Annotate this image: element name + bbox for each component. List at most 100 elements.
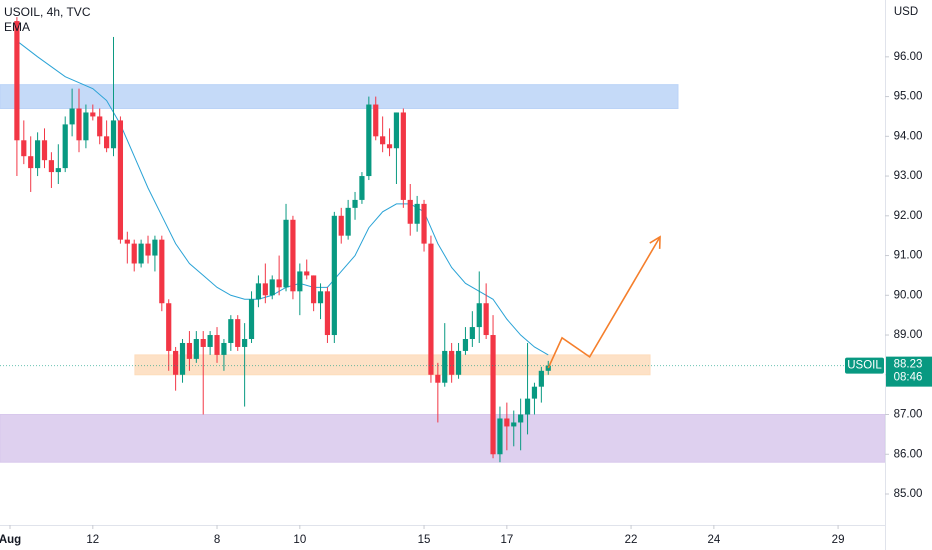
candle-body — [104, 136, 110, 149]
symbol-label: USOIL — [847, 360, 882, 372]
candle-body — [83, 112, 89, 141]
candle-body — [138, 243, 144, 264]
y-tick-label: 87.00 — [894, 409, 923, 421]
candle-body — [462, 339, 469, 351]
zone — [134, 354, 651, 376]
candle-body — [69, 108, 75, 125]
zone — [0, 84, 679, 109]
candle-body — [352, 199, 358, 208]
candle-body — [214, 335, 220, 355]
y-tick-label: 90.00 — [894, 289, 923, 301]
y-tick-label: 85.00 — [894, 488, 923, 500]
candle-body — [117, 120, 124, 240]
candle-body — [35, 140, 41, 169]
candle-body — [407, 199, 413, 224]
candle-body — [414, 203, 420, 224]
candle-body — [21, 140, 27, 157]
candle-body — [276, 279, 282, 288]
candle-body — [455, 350, 462, 375]
candle-body — [449, 350, 455, 375]
candle-body — [131, 243, 137, 264]
candle-body — [14, 21, 20, 141]
candle-body — [511, 422, 517, 427]
candle-body — [124, 239, 130, 244]
x-tick-label: 29 — [832, 534, 845, 546]
candle-body — [269, 279, 275, 296]
y-tick-label: 96.00 — [894, 51, 923, 63]
projection-arrowhead — [649, 235, 661, 249]
candle-body — [48, 160, 55, 173]
candle-body — [55, 168, 61, 173]
x-tick-label: 8 — [214, 534, 220, 546]
candle-body — [524, 398, 531, 415]
candle-body — [497, 418, 503, 455]
candle-body — [173, 350, 179, 375]
x-tick-label: Aug — [0, 534, 21, 546]
candle-body — [483, 303, 489, 336]
countdown-label: 08:46 — [894, 372, 923, 384]
candle-body — [179, 342, 186, 375]
candle-body — [380, 136, 386, 145]
chart-title: USOIL, 4h, TVC — [4, 5, 91, 19]
candle-body — [297, 271, 303, 292]
candle-body — [193, 339, 199, 359]
candle-body — [504, 418, 510, 427]
last-price-label: 88.23 — [894, 359, 923, 371]
candle-body — [90, 112, 96, 117]
candle-body — [186, 342, 193, 359]
candle-body — [262, 283, 268, 296]
candle-body — [221, 342, 227, 355]
currency-label: USD — [894, 6, 918, 18]
candle-body — [317, 291, 324, 304]
candle-body — [62, 124, 68, 169]
candle-body — [490, 335, 496, 455]
candle-body — [442, 350, 448, 383]
candle-body — [311, 275, 317, 304]
candle-body — [290, 219, 296, 292]
candle-body — [166, 303, 172, 351]
price-badge — [886, 356, 932, 387]
candle-body — [386, 144, 393, 149]
x-tick-label: 17 — [500, 534, 513, 546]
indicator-label: EMA — [4, 20, 30, 34]
candle-body — [97, 116, 103, 137]
candle-body — [435, 374, 441, 383]
y-tick-label: 92.00 — [894, 210, 923, 222]
y-tick-label: 95.00 — [894, 91, 923, 103]
plot-area — [0, 17, 886, 463]
x-tick-label: 24 — [707, 534, 720, 546]
candle-body — [200, 339, 206, 347]
candle-body — [228, 319, 234, 343]
y-tick-label: 94.00 — [894, 130, 923, 142]
candle-body — [145, 243, 151, 256]
y-tick-label: 93.00 — [894, 170, 923, 182]
candle-body — [152, 239, 158, 256]
candle-body — [324, 291, 331, 336]
candle-body — [338, 215, 344, 236]
zone — [0, 414, 886, 463]
candle-body — [518, 414, 524, 423]
candle-body — [255, 283, 262, 300]
candle-body — [538, 370, 544, 387]
candle-body — [283, 219, 289, 288]
candle-body — [421, 203, 427, 244]
candle-body — [304, 271, 310, 276]
candle-body — [159, 239, 165, 304]
symbol-badge — [845, 357, 884, 374]
x-tick-label: 15 — [418, 534, 431, 546]
candle-body — [41, 140, 48, 161]
candle-body — [331, 215, 337, 336]
candle-body — [393, 112, 400, 149]
y-tick-label: 89.00 — [894, 329, 923, 341]
candle-body — [110, 120, 117, 149]
candle-body — [248, 299, 255, 340]
candle-body — [400, 112, 406, 200]
y-tick-label: 91.00 — [894, 250, 923, 262]
candle-body — [242, 339, 248, 347]
candle-body — [428, 243, 434, 375]
candle-body — [476, 303, 482, 328]
candle-body — [469, 327, 475, 340]
x-tick-label: 10 — [293, 534, 306, 546]
candle-body — [531, 386, 538, 399]
